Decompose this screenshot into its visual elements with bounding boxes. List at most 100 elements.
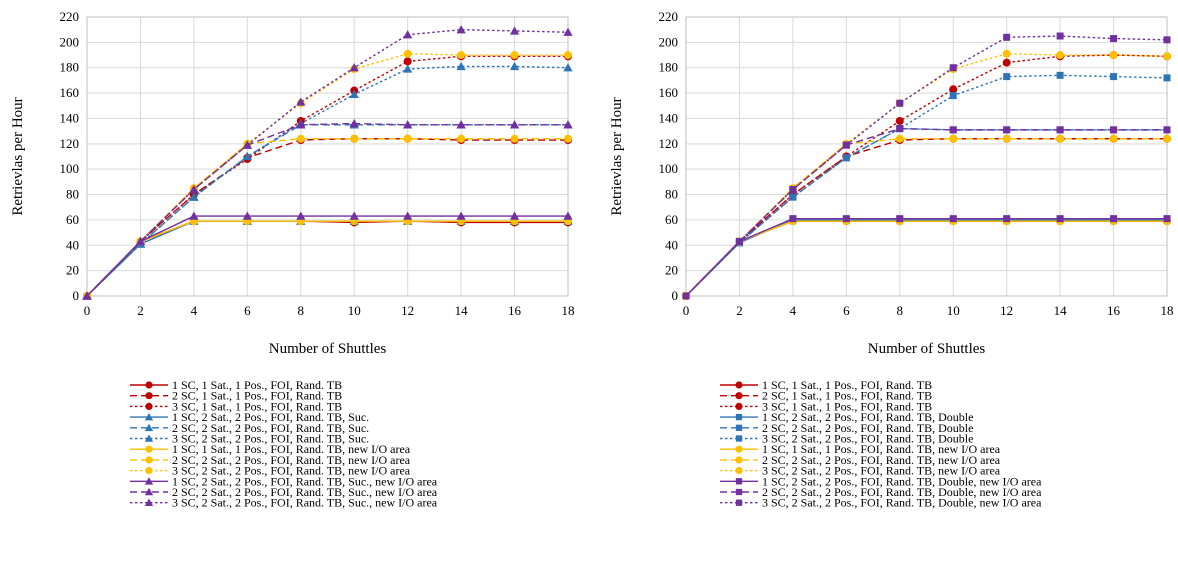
legend-label: 2 SC, 2 Sat., 2 Pos., FOI, Rand. TB, new…: [762, 453, 1001, 467]
legend-item: 2 SC, 2 Sat., 2 Pos., FOI, Rand. TB, new…: [720, 453, 1001, 467]
series-5: [682, 125, 1171, 300]
data-point: [296, 211, 306, 220]
plot-area: [86, 16, 569, 297]
data-point: [403, 57, 412, 66]
data-point: [509, 61, 520, 71]
series-line: [685, 35, 1168, 297]
data-point: [563, 120, 573, 129]
y-tick-label: 100: [60, 161, 80, 176]
legend-marker: [735, 392, 743, 400]
legend-item: 3 SC, 1 Sat., 1 Pos., FOI, Rand. TB: [720, 399, 932, 413]
legend-label: 2 SC, 2 Sat., 2 Pos., FOI, Rand. TB, new…: [172, 453, 411, 467]
data-point: [1163, 134, 1171, 143]
series-line: [86, 55, 568, 297]
legend-label: 2 SC, 2 Sat., 2 Pos., FOI, Rand. TB, Dou…: [762, 485, 1042, 499]
data-point: [457, 134, 466, 143]
legend-label: 1 SC, 1 Sat., 1 Pos., FOI, Rand. TB: [172, 378, 342, 392]
x-tick-label: 10: [947, 303, 960, 318]
data-point: [135, 236, 146, 246]
data-point: [1003, 73, 1011, 81]
y-tick-label: 220: [659, 9, 679, 24]
legend-marker: [735, 413, 743, 421]
x-tick-label: 14: [455, 303, 469, 318]
legend-marker: [144, 498, 154, 507]
data-point: [456, 120, 466, 129]
x-tick-label: 12: [1000, 303, 1013, 318]
data-point: [1003, 33, 1011, 41]
y-tick-label: 20: [66, 263, 79, 278]
legend-marker: [145, 445, 153, 453]
data-point: [1056, 51, 1065, 60]
x-tick-label: 12: [401, 303, 414, 318]
legend-label: 3 SC, 2 Sat., 2 Pos., FOI, Rand. TB, new…: [172, 464, 411, 478]
data-point: [456, 25, 466, 34]
data-point: [1056, 32, 1064, 40]
x-tick-label: 0: [84, 303, 91, 318]
y-tick-label: 120: [60, 136, 80, 151]
data-point: [510, 134, 519, 143]
chart-panel-1: 0 20 40 60 80 100 120 140 160 180 200 220 0 2 4 6 8 10 12 1…: [10, 9, 575, 510]
legend-marker: [735, 435, 743, 442]
legend-label: 1 SC, 2 Sat., 2 Pos., FOI, Rand. TB, Suc…: [172, 410, 369, 424]
legend-marker: [144, 434, 154, 442]
y-tick-label: 160: [60, 85, 80, 100]
series-line: [86, 65, 569, 297]
legend-item: 3 SC, 2 Sat., 2 Pos., FOI, Rand. TB, Suc…: [130, 496, 438, 510]
legend-item: 2 SC, 1 Sat., 1 Pos., FOI, Rand. TB: [130, 389, 342, 403]
data-point: [509, 26, 520, 35]
data-point: [1002, 58, 1011, 67]
series-line: [86, 122, 568, 297]
series-line: [86, 215, 568, 297]
data-point: [350, 134, 359, 143]
legend-marker: [735, 478, 743, 485]
series-line: [86, 220, 568, 297]
legend-item: 3 SC, 2 Sat., 2 Pos., FOI, Rand. TB, new…: [130, 464, 411, 478]
series-12: [682, 32, 1171, 300]
x-tick-label: 16: [508, 303, 522, 318]
y-axis-label: Retrievlas per Hour: [10, 97, 26, 215]
series-10: [82, 211, 573, 300]
legend-marker: [145, 402, 153, 410]
data-point: [563, 211, 573, 220]
legend-marker: [145, 456, 153, 464]
legend-item: 1 SC, 1 Sat., 1 Pos., FOI, Rand. TB: [720, 378, 932, 392]
series-3: [682, 51, 1171, 300]
series-line: [685, 219, 1167, 297]
x-tick-label: 18: [562, 303, 575, 318]
data-point: [789, 215, 797, 223]
legend-label: 2 SC, 1 Sat., 1 Pos., FOI, Rand. TB: [172, 389, 342, 403]
series-line: [86, 138, 568, 297]
legend-label: 3 SC, 2 Sat., 2 Pos., FOI, Rand. TB, Suc…: [172, 496, 438, 510]
legend-label: 1 SC, 2 Sat., 2 Pos., FOI, Rand. TB, Dou…: [762, 410, 973, 424]
series-6: [682, 71, 1171, 300]
series-line: [685, 220, 1167, 297]
series-9: [83, 49, 572, 300]
series-line: [86, 138, 568, 297]
data-point: [949, 215, 957, 223]
plot-area: [685, 16, 1168, 297]
data-point: [949, 126, 957, 134]
data-point: [349, 89, 359, 99]
data-point: [564, 134, 572, 143]
legend-marker: [145, 467, 153, 475]
data-point: [949, 134, 958, 143]
x-tick-label: 16: [1107, 303, 1121, 318]
legend-marker: [144, 423, 154, 432]
y-tick-label: 140: [659, 110, 679, 125]
data-point: [189, 184, 199, 194]
legend-label: 3 SC, 2 Sat., 2 Pos., FOI, Rand. TB, Dou…: [762, 496, 1042, 510]
data-point: [1163, 215, 1171, 223]
data-point: [403, 134, 412, 143]
data-point: [403, 49, 412, 58]
series-11: [682, 125, 1171, 300]
y-tick-label: 180: [60, 60, 80, 75]
legend-item: 1 SC, 1 Sat., 1 Pos., FOI, Rand. TB, new…: [130, 442, 411, 456]
legend-marker: [735, 402, 743, 410]
y-tick-label: 160: [659, 85, 679, 100]
data-point: [456, 211, 466, 220]
data-point: [242, 151, 252, 161]
data-point: [1002, 134, 1011, 143]
data-point: [1002, 49, 1011, 58]
